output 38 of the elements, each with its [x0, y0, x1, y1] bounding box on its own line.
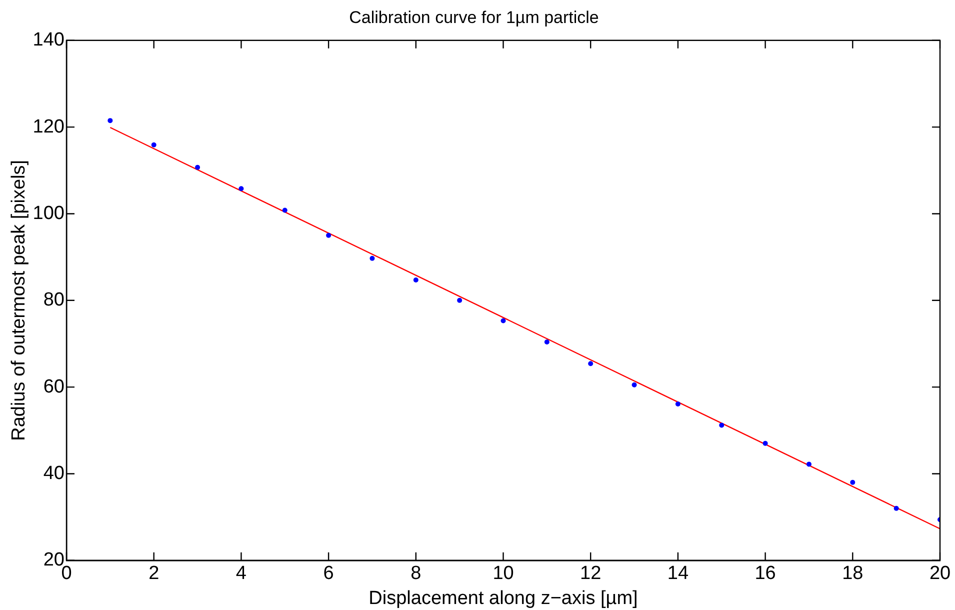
- point: [632, 382, 637, 388]
- y-tick-label: 120: [32, 116, 64, 138]
- x-tick-label: 4: [236, 563, 247, 584]
- point: [457, 298, 462, 303]
- y-tick-label: 60: [43, 376, 64, 398]
- point: [850, 480, 856, 485]
- point: [762, 440, 768, 446]
- point: [413, 278, 418, 283]
- y-axis-title: Radius of outermost peak [pixels]: [8, 160, 30, 441]
- x-tick-label: 14: [667, 563, 689, 584]
- point: [675, 401, 680, 406]
- point: [719, 422, 724, 428]
- point: [588, 361, 594, 366]
- x-tick-label: 8: [410, 563, 422, 584]
- point: [238, 186, 244, 192]
- point: [195, 164, 200, 170]
- point: [108, 118, 113, 124]
- x-tick-label: 12: [580, 563, 602, 584]
- chart-title: Calibration curve for 1µm particle: [349, 8, 599, 27]
- x-tick-label: 18: [842, 563, 864, 584]
- point: [151, 142, 156, 148]
- y-tick-label: 100: [32, 202, 64, 224]
- x-tick-label: 2: [148, 563, 160, 584]
- point: [370, 256, 375, 261]
- x-tick-label: 10: [492, 563, 514, 584]
- y-tick-label: 80: [43, 290, 64, 311]
- point: [894, 506, 899, 511]
- point: [282, 208, 288, 213]
- y-tick-label: 40: [43, 462, 64, 484]
- y-tick-label: 140: [32, 30, 64, 51]
- x-axis-title: Displacement along z−axis [µm]: [368, 588, 638, 609]
- x-tick-label: 16: [754, 563, 776, 584]
- x-tick-label: 6: [323, 563, 334, 584]
- point: [544, 340, 550, 344]
- point: [806, 462, 812, 467]
- point: [326, 232, 332, 238]
- point: [500, 318, 506, 324]
- x-tick-label: 20: [929, 563, 951, 584]
